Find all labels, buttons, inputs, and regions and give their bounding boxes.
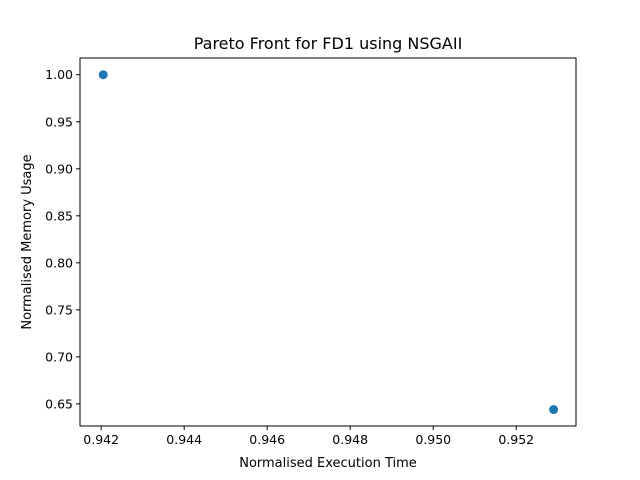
plot-frame [79, 57, 577, 427]
x-axis: 0.942 0.944 0.946 0.948 0.950 0.952 [83, 426, 534, 447]
y-tick-label: 0.65 [45, 396, 73, 411]
y-tick-label: 0.80 [45, 255, 73, 270]
data-points [98, 70, 559, 415]
x-tick-label: 0.952 [498, 432, 534, 447]
y-tick-label: 0.70 [45, 349, 73, 364]
x-tick-label: 0.948 [332, 432, 368, 447]
y-tick-label: 0.90 [45, 161, 73, 176]
x-tick-label: 0.942 [83, 432, 119, 447]
x-axis-label: Normalised Execution Time [239, 456, 417, 471]
data-point [549, 405, 559, 415]
x-tick-label: 0.946 [249, 432, 285, 447]
data-point [98, 70, 108, 80]
x-tick-label: 0.944 [166, 432, 202, 447]
y-axis-label: Normalised Memory Usage [20, 154, 35, 329]
y-tick-label: 0.75 [45, 302, 73, 317]
y-axis: 0.65 0.70 0.75 0.80 0.85 0.90 0.95 1.00 [45, 67, 80, 411]
x-tick-label: 0.950 [415, 432, 451, 447]
y-tick-label: 0.95 [45, 114, 73, 129]
y-tick-label: 0.85 [45, 208, 73, 223]
chart-title: Pareto Front for FD1 using NSGAII [194, 34, 463, 53]
y-tick-label: 1.00 [45, 67, 73, 82]
